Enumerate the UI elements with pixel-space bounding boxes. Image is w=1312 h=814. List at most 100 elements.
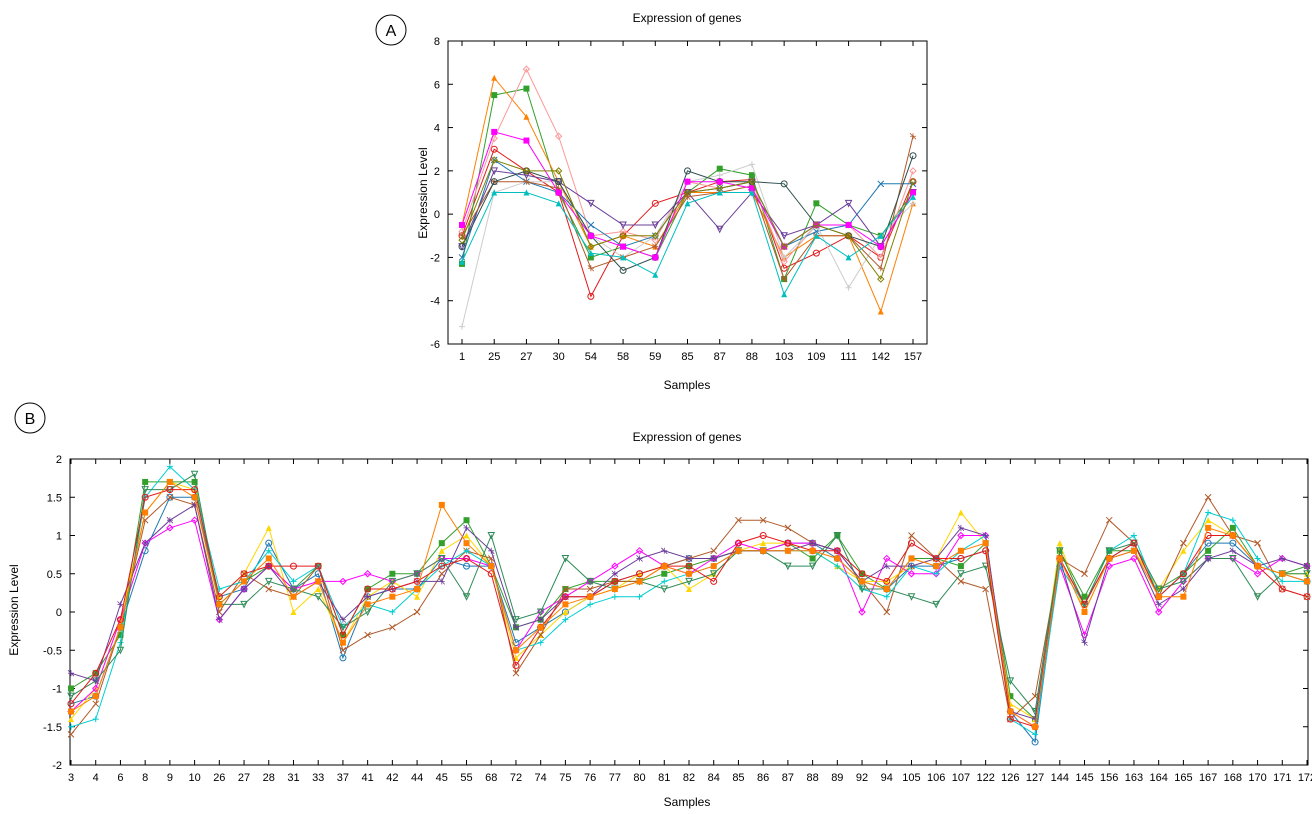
- chart-b-data-point: [1304, 578, 1310, 585]
- chart-a-data-point: [620, 243, 627, 250]
- chart-b-data-point: [1081, 593, 1088, 600]
- chart-a-data-point: [459, 323, 465, 330]
- chart-b-data-point: [883, 577, 891, 585]
- chart-b-data-point: [1179, 570, 1187, 578]
- chart-b-xtick-label: 81: [658, 772, 670, 784]
- chart-b-data-point: [166, 524, 174, 532]
- chart-b-xtick-label: 94: [881, 772, 893, 784]
- chart-a-data-point: [652, 271, 659, 278]
- chart-b-data-point: [363, 608, 372, 617]
- chart-b-data-point: [1254, 539, 1261, 547]
- chart-b-data-point: [1205, 517, 1212, 524]
- chart-b-data-point: [660, 585, 669, 594]
- chart-a-data-point: [812, 221, 821, 229]
- chart-a-data-point: [619, 221, 627, 230]
- chart-b-data-point: [1081, 570, 1088, 578]
- chart-b-data-point: [438, 540, 445, 547]
- chart-b-xtick-label: 3: [68, 772, 74, 784]
- chart-a-data-point: [716, 189, 723, 196]
- chart-b-data-point: [339, 639, 346, 646]
- chart-b-data-point: [290, 578, 297, 585]
- chart-b-data-point: [1106, 555, 1113, 562]
- chart-b-data-point: [265, 524, 272, 531]
- chart-a-data-point: [587, 264, 595, 272]
- chart-b-data-point: [1031, 738, 1039, 746]
- chart-b-data-point: [1130, 539, 1138, 547]
- chart-a-data-point: [813, 200, 820, 207]
- chart-b-data-point: [117, 631, 124, 638]
- chart-a-data-point: [748, 177, 756, 186]
- chart-b-data-point: [834, 563, 841, 570]
- chart-a-data-point: [909, 132, 917, 140]
- chart-a-data-point: [458, 236, 466, 244]
- chart-b-xtick-label: 75: [559, 772, 571, 784]
- chart-b-data-point: [982, 547, 990, 555]
- chart-b-data-point: [68, 685, 74, 692]
- chart-b-data-point: [1056, 540, 1063, 547]
- chart-b-xtick-label: 84: [708, 772, 720, 784]
- chart-b-xtick-label: 171: [1273, 772, 1291, 784]
- chart-b-data-point: [1180, 547, 1187, 554]
- chart-b-data-point: [116, 646, 125, 655]
- chart-b-ytick-label: 0: [56, 607, 62, 619]
- chart-a-data-point: [748, 189, 755, 196]
- chart-b-data-point: [463, 562, 471, 570]
- panel-a-marker: A: [375, 14, 407, 46]
- chart-a-data-point: [780, 275, 788, 283]
- chart-b-data-point: [191, 478, 198, 485]
- chart-b-data-point: [933, 570, 940, 577]
- chart-b-data-point: [1229, 517, 1236, 524]
- chart-b-data-point: [1154, 608, 1163, 616]
- chart-b-xtick-label: 37: [337, 772, 349, 784]
- chart-a-data-point: [909, 177, 917, 186]
- chart-b-xtick-label: 6: [117, 772, 123, 784]
- chart-a-data-point: [652, 254, 659, 261]
- chart-a: Expression of genes Samples Expression L…: [416, 11, 928, 392]
- chart-b-data-point: [141, 539, 149, 547]
- chart-b-data-point: [512, 647, 519, 654]
- chart-b-data-point: [240, 570, 248, 578]
- chart-b-data-point: [957, 570, 965, 578]
- chart-b-data-point: [438, 547, 445, 554]
- chart-a-data-point: [458, 254, 466, 261]
- chart-b-data-point: [982, 540, 989, 547]
- chart-b-xtick-label: 33: [312, 772, 324, 784]
- chart-b-xtick-label: 77: [609, 772, 621, 784]
- panel-b-marker: B: [14, 402, 46, 434]
- chart-a-xtick-label: 1: [459, 351, 465, 363]
- chart-b-data-point: [1204, 555, 1212, 562]
- chart-b-data-point: [784, 524, 792, 532]
- chart-a-data-point: [812, 249, 820, 257]
- chart-b-data-point: [1204, 493, 1212, 501]
- chart-a-data-point: [877, 243, 884, 250]
- chart-a-ytick-label: 8: [434, 36, 440, 48]
- chart-b-data-point: [389, 623, 396, 631]
- chart-b-data-point: [957, 531, 965, 540]
- chart-a-ytick-label: 6: [434, 79, 440, 91]
- chart-a-data-point: [877, 275, 885, 283]
- chart-b-data-point: [190, 470, 199, 479]
- chart-a-data-point: [781, 254, 788, 261]
- chart-b-data-point: [982, 585, 989, 593]
- chart-a-data-point: [554, 167, 563, 175]
- chart-b-data-point: [1205, 509, 1212, 516]
- chart-b-data-point: [883, 608, 891, 616]
- chart-b-data-point: [166, 478, 173, 485]
- chart-b-data-point: [908, 562, 915, 570]
- chart-a-data-point: [490, 156, 498, 164]
- chart-a-data-point: [523, 137, 530, 144]
- chart-a-data-point: [491, 189, 498, 196]
- chart-b-data-point: [92, 669, 100, 677]
- chart-b-data-point: [487, 547, 495, 555]
- chart-b-data-point: [142, 509, 149, 516]
- chart-a-data-point: [523, 85, 530, 92]
- chart-b-data-point: [92, 700, 100, 708]
- chart-b-data-point: [1254, 555, 1261, 562]
- chart-b-data-point: [190, 516, 199, 524]
- chart-b-ytick-label: -0.5: [43, 645, 62, 657]
- chart-b-data-point: [68, 716, 74, 723]
- chart-b-data-point: [907, 539, 915, 547]
- chart-b-data-point: [512, 639, 520, 647]
- chart-b-data-point: [92, 716, 99, 723]
- chart-b-data-point: [858, 585, 866, 594]
